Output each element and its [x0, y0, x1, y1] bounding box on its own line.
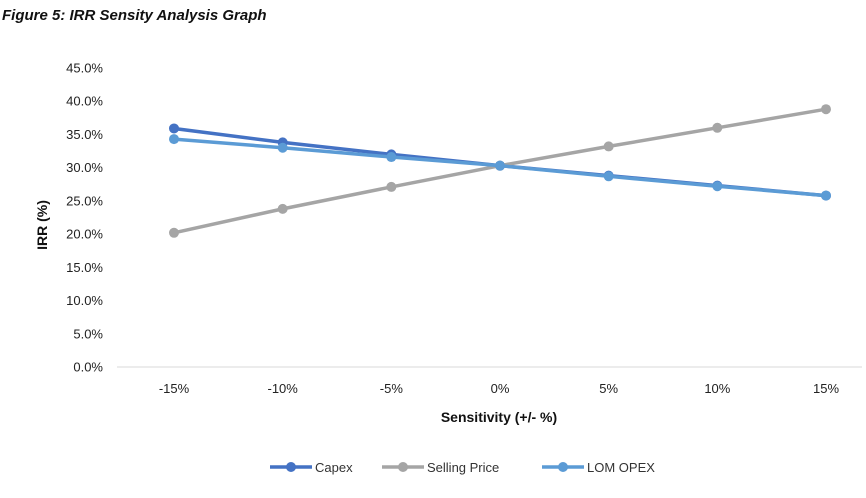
legend-entry: Selling Price	[382, 460, 499, 475]
series-line	[172, 107, 828, 235]
data-point	[277, 142, 288, 153]
data-point	[169, 134, 179, 145]
x-tick-label: 5%	[599, 381, 618, 396]
x-tick-label: 15%	[813, 381, 839, 396]
data-point	[169, 227, 179, 238]
legend-entry: LOM OPEX	[542, 460, 655, 475]
x-tick-label: -15%	[159, 381, 190, 396]
x-axis-tick-labels: -15% -10% -5% 0% 5% 10% 15%	[159, 381, 840, 396]
data-point	[169, 123, 179, 134]
data-point	[495, 160, 505, 171]
data-point	[712, 181, 723, 192]
series-layer	[169, 104, 831, 238]
legend-marker	[558, 462, 568, 472]
y-axis-tick-labels: 0.0% 5.0% 10.0% 15.0% 20.0% 25.0% 30.0% 35.0% 40…	[66, 61, 103, 375]
y-tick-label: 40.0%	[66, 94, 103, 109]
legend-label: LOM OPEX	[587, 460, 655, 475]
data-point	[603, 141, 614, 152]
legend: Capex Selling Price LOM OPEX	[270, 460, 655, 475]
y-tick-label: 30.0%	[66, 160, 103, 175]
data-point	[277, 203, 288, 214]
y-tick-label: 15.0%	[66, 260, 103, 275]
legend-marker	[286, 462, 296, 472]
y-axis-title: IRR (%)	[34, 200, 50, 250]
x-axis-title: Sensitivity (+/- %)	[441, 409, 557, 425]
y-tick-label: 10.0%	[66, 293, 103, 308]
x-tick-label: -10%	[267, 381, 298, 396]
legend-entry: Capex	[270, 460, 353, 475]
figure-caption: Figure 5: IRR Sensity Analysis Graph	[2, 7, 267, 24]
data-point	[821, 104, 831, 115]
series-selling-price	[169, 104, 831, 238]
y-tick-label: 0.0%	[73, 360, 103, 375]
series-lom-opex	[169, 134, 831, 201]
y-tick-label: 5.0%	[73, 326, 103, 341]
data-point	[603, 171, 614, 182]
x-tick-label: 0%	[491, 381, 510, 396]
y-tick-label: 45.0%	[66, 61, 103, 76]
x-tick-label: 10%	[704, 381, 730, 396]
y-tick-label: 35.0%	[66, 127, 103, 142]
legend-marker	[398, 462, 408, 472]
data-point	[821, 190, 831, 201]
y-tick-label: 25.0%	[66, 193, 103, 208]
legend-label: Capex	[315, 460, 353, 475]
legend-label: Selling Price	[427, 460, 499, 475]
data-point	[386, 181, 397, 192]
y-tick-label: 20.0%	[66, 227, 103, 242]
data-point	[712, 122, 723, 133]
x-tick-label: -5%	[380, 381, 404, 396]
data-point	[386, 152, 397, 163]
